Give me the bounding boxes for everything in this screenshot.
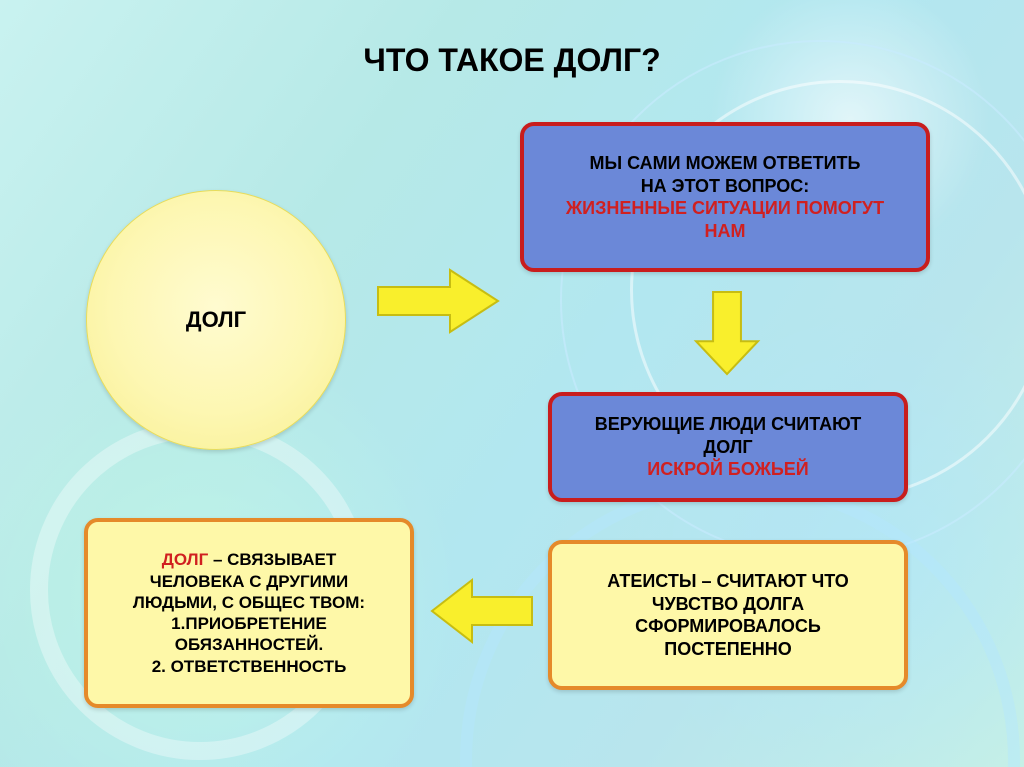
- node-text: ДОЛГ – СВЯЗЫВАЕТЧЕЛОВЕКА С ДРУГИМИЛЮДЬМИ…: [133, 549, 365, 677]
- text-line: СФОРМИРОВАЛОСЬ: [607, 615, 849, 638]
- text-line: ЖИЗНЕННЫЕ СИТУАЦИИ ПОМОГУТ: [566, 197, 884, 220]
- plain-text: – СВЯЗЫВАЕТ: [208, 550, 336, 569]
- node-box-answer: МЫ САМИ МОЖЕМ ОТВЕТИТЬНА ЭТОТ ВОПРОС:ЖИЗ…: [520, 122, 930, 272]
- text-line: ЧУВСТВО ДОЛГА: [607, 593, 849, 616]
- node-text: АТЕИСТЫ – СЧИТАЮТ ЧТОЧУВСТВО ДОЛГАСФОРМИ…: [607, 570, 849, 660]
- text-line: МЫ САМИ МОЖЕМ ОТВЕТИТЬ: [566, 152, 884, 175]
- arrow-down: [696, 292, 758, 374]
- arrow-left: [432, 580, 532, 642]
- node-circle-dolg: ДОЛГ: [86, 190, 346, 450]
- text-line: 1.ПРИОБРЕТЕНИЕ: [133, 613, 365, 634]
- slide-title: ЧТО ТАКОЕ ДОЛГ?: [0, 42, 1024, 79]
- text-line: АТЕИСТЫ – СЧИТАЮТ ЧТО: [607, 570, 849, 593]
- node-circle-label: ДОЛГ: [186, 306, 246, 334]
- text-line: ДОЛГ – СВЯЗЫВАЕТ: [133, 549, 365, 570]
- text-line: НАМ: [566, 220, 884, 243]
- text-line: НА ЭТОТ ВОПРОС:: [566, 175, 884, 198]
- text-line: ОБЯЗАННОСТЕЙ.: [133, 634, 365, 655]
- text-line: ЧЕЛОВЕКА С ДРУГИМИ: [133, 571, 365, 592]
- text-line: ВЕРУЮЩИЕ ЛЮДИ СЧИТАЮТ: [595, 413, 861, 436]
- emphasis-text: ДОЛГ: [162, 550, 208, 569]
- node-box-definition: ДОЛГ – СВЯЗЫВАЕТЧЕЛОВЕКА С ДРУГИМИЛЮДЬМИ…: [84, 518, 414, 708]
- text-line: ЛЮДЬМИ, С ОБЩЕС ТВОМ:: [133, 592, 365, 613]
- slide-stage: ЧТО ТАКОЕ ДОЛГ? ДОЛГ МЫ САМИ МОЖЕМ ОТВЕТ…: [0, 0, 1024, 767]
- text-line: 2. ОТВЕТСТВЕННОСТЬ: [133, 656, 365, 677]
- text-line: ПОСТЕПЕННО: [607, 638, 849, 661]
- arrow-right: [378, 270, 498, 332]
- text-line: ИСКРОЙ БОЖЬЕЙ: [595, 458, 861, 481]
- text-line: ДОЛГ: [595, 436, 861, 459]
- node-box-atheists: АТЕИСТЫ – СЧИТАЮТ ЧТОЧУВСТВО ДОЛГАСФОРМИ…: [548, 540, 908, 690]
- node-text: МЫ САМИ МОЖЕМ ОТВЕТИТЬНА ЭТОТ ВОПРОС:ЖИЗ…: [566, 152, 884, 242]
- node-text: ВЕРУЮЩИЕ ЛЮДИ СЧИТАЮТДОЛГИСКРОЙ БОЖЬЕЙ: [595, 413, 861, 481]
- node-box-believers: ВЕРУЮЩИЕ ЛЮДИ СЧИТАЮТДОЛГИСКРОЙ БОЖЬЕЙ: [548, 392, 908, 502]
